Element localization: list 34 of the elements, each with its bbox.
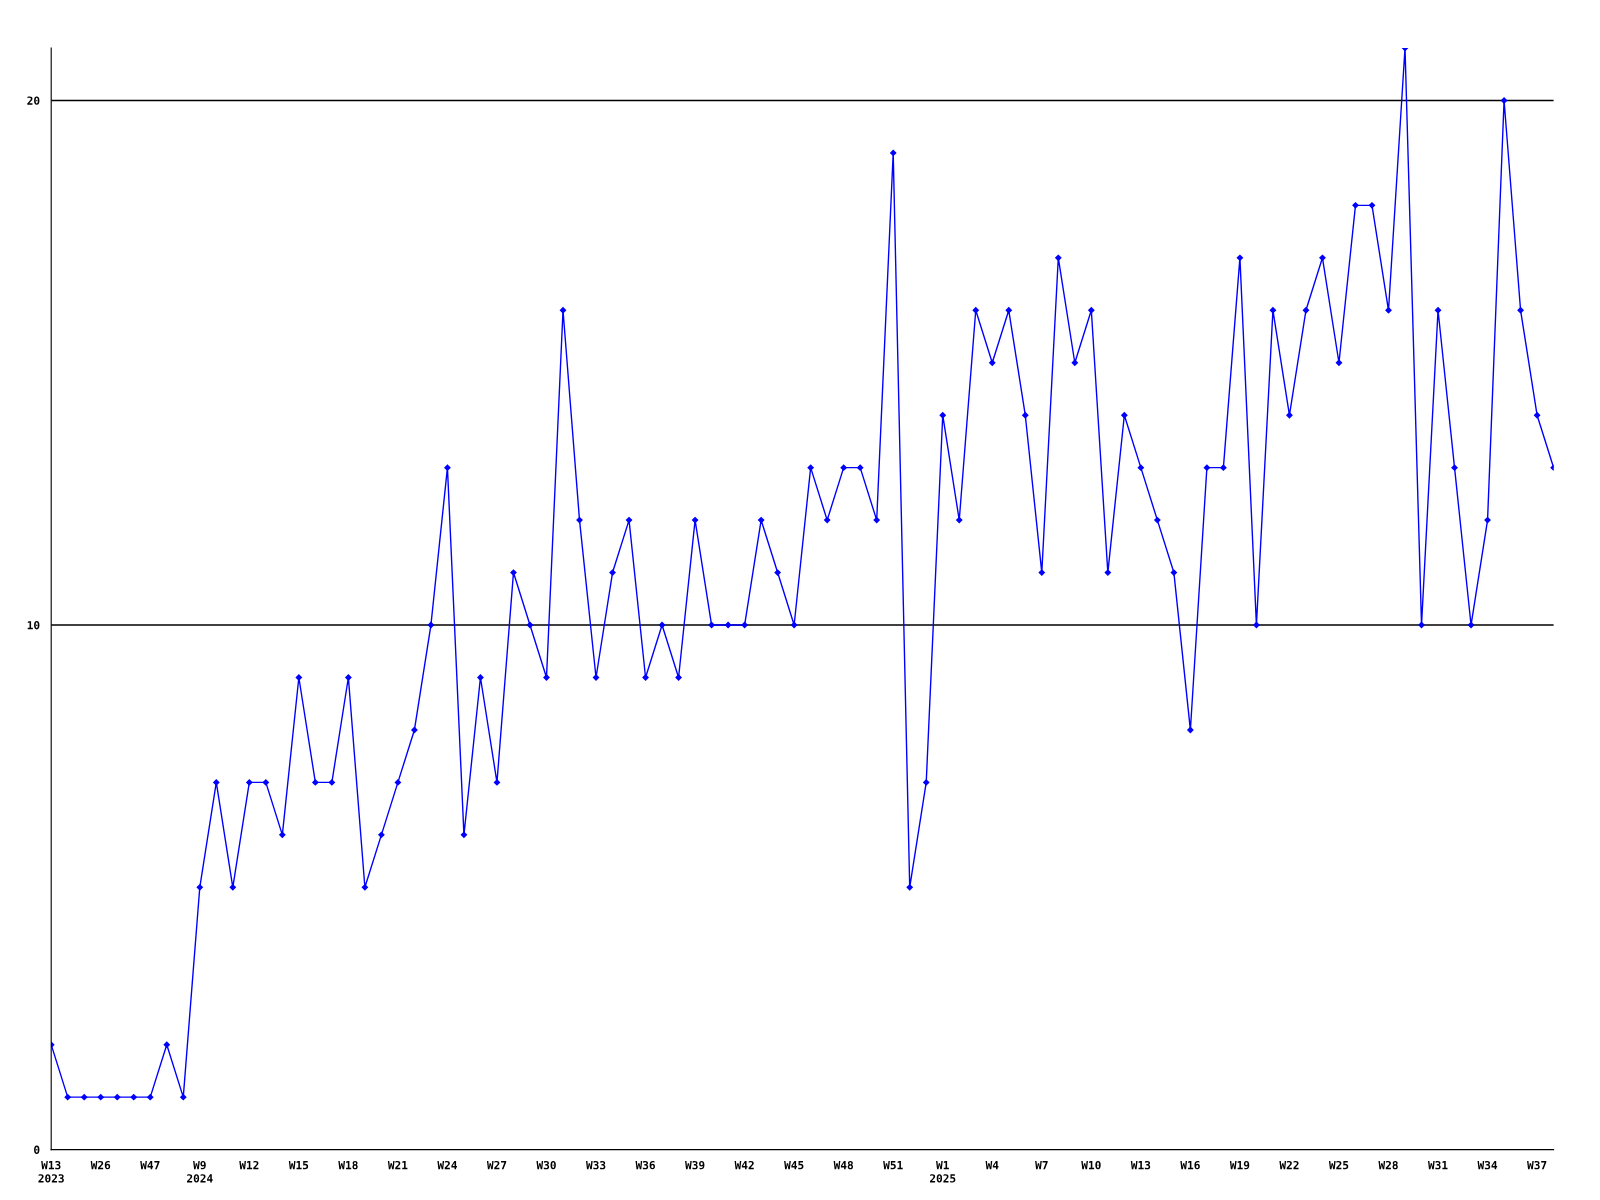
- x-tick-label: W26: [90, 1160, 111, 1170]
- x-tick-label: W39: [685, 1160, 705, 1170]
- x-tick-label: W10: [1081, 1160, 1101, 1170]
- y-tick-label: 10: [27, 621, 40, 630]
- x-tick-label: W1 2025: [929, 1161, 956, 1183]
- x-tick-label: W16: [1180, 1160, 1200, 1170]
- y-tick-label: 0: [34, 1145, 40, 1154]
- x-tick-label: W33: [585, 1160, 606, 1170]
- x-tick-label: W28: [1378, 1160, 1398, 1170]
- x-tick-label: W22: [1279, 1160, 1299, 1170]
- x-tick-label: W51: [883, 1161, 903, 1170]
- x-tick-label: W9 2024: [187, 1160, 213, 1183]
- x-tick-label: W18: [338, 1160, 358, 1170]
- x-tick-label: W31: [1428, 1160, 1448, 1170]
- x-tick-label: W45: [784, 1161, 804, 1170]
- x-tick-label: W7: [1035, 1161, 1048, 1170]
- x-tick-label: W15: [288, 1161, 309, 1170]
- x-tick-label: W13 2023: [38, 1160, 64, 1183]
- x-tick-label: W30: [536, 1160, 556, 1170]
- x-tick-label: W25: [1328, 1160, 1349, 1170]
- x-tick-label: W19: [1229, 1160, 1250, 1170]
- x-tick-label: W48: [833, 1160, 854, 1170]
- x-tick-label: W4: [985, 1161, 999, 1170]
- x-tick-label: W27: [486, 1160, 507, 1170]
- x-tick-label: W34: [1477, 1160, 1498, 1170]
- x-tick-label: W42: [734, 1160, 754, 1170]
- y-tick-label: 20: [27, 96, 40, 105]
- x-tick-label: W36: [635, 1160, 655, 1170]
- x-tick-label: W37: [1527, 1160, 1547, 1170]
- x-tick-label: W12: [239, 1160, 259, 1170]
- x-tick-label: W24: [437, 1160, 457, 1170]
- x-tick-label: W47: [140, 1161, 160, 1170]
- x-tick-label: W13: [1130, 1160, 1151, 1170]
- x-tick-label: W21: [387, 1160, 408, 1170]
